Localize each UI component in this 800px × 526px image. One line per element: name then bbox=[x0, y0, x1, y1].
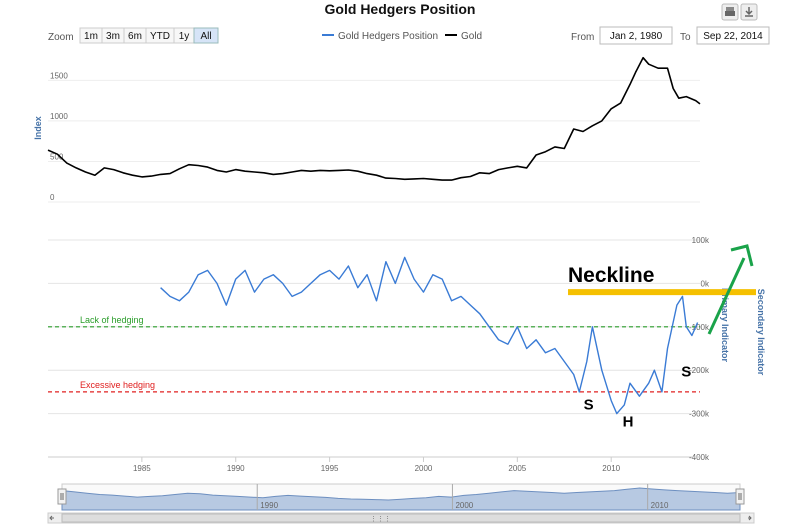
scrollbar[interactable]: ⋮⋮⋮ bbox=[47, 512, 755, 524]
download-icon[interactable] bbox=[740, 3, 758, 21]
legend-label-hedgers: Gold Hedgers Position bbox=[338, 31, 438, 42]
upper-y-tick-label: 0 bbox=[50, 193, 55, 202]
gold-series-line[interactable] bbox=[47, 56, 701, 181]
secondary-axis-title: Secondary Indicator bbox=[756, 289, 766, 376]
to-date-value: Sep 22, 2014 bbox=[703, 31, 763, 42]
legend-item-hedgers[interactable]: Gold Hedgers Position bbox=[322, 31, 438, 42]
zoom-button-label: 6m bbox=[128, 31, 142, 42]
hedgers-series-line[interactable] bbox=[160, 256, 699, 415]
navigator-tick-label: 1990 bbox=[260, 501, 278, 510]
zoom-button-3m[interactable]: 3m bbox=[101, 27, 125, 44]
x-tick-label: 1985 bbox=[133, 464, 151, 473]
upper-y-tick-label: 1000 bbox=[50, 112, 68, 121]
chart-title: Gold Hedgers Position bbox=[325, 1, 476, 17]
zoom-button-1m[interactable]: 1m bbox=[79, 27, 103, 44]
x-tick-label: 2005 bbox=[508, 464, 526, 473]
zoom-button-label: YTD bbox=[150, 31, 170, 42]
primary-axis-title: Index bbox=[33, 116, 43, 140]
from-date-input[interactable]: Jan 2, 1980 bbox=[599, 26, 673, 45]
zoom-button-label: 1y bbox=[179, 31, 190, 42]
print-icon[interactable] bbox=[721, 3, 739, 21]
pattern-label-s: S bbox=[681, 364, 691, 381]
pattern-label-h: H bbox=[623, 414, 634, 431]
plotline-label: Lack of hedging bbox=[80, 315, 144, 325]
lower-y-tick-label: 100k bbox=[692, 236, 710, 245]
pattern-label-s: S bbox=[584, 396, 594, 413]
breakout-arrow-icon bbox=[707, 257, 746, 335]
zoom-button-all[interactable]: All bbox=[193, 27, 219, 44]
x-tick-label: 1995 bbox=[321, 464, 339, 473]
zoom-button-label: All bbox=[200, 31, 211, 42]
scrollbar-grip-icon: ⋮⋮⋮ bbox=[370, 516, 391, 523]
legend-item-gold[interactable]: Gold bbox=[445, 31, 482, 42]
x-tick-label: 1990 bbox=[227, 464, 245, 473]
zoom-button-ytd[interactable]: YTD bbox=[145, 27, 175, 44]
gold-pane: 0 500 1000 1500 bbox=[47, 56, 701, 203]
zoom-button-1y[interactable]: 1y bbox=[173, 27, 195, 44]
navigator-tick-label: 2010 bbox=[651, 501, 669, 510]
plotline-label: Excessive hedging bbox=[80, 380, 155, 390]
legend-label-gold: Gold bbox=[461, 31, 482, 42]
from-label: From bbox=[571, 32, 594, 43]
scrollbar-thumb[interactable] bbox=[61, 513, 741, 523]
from-date-value: Jan 2, 1980 bbox=[610, 31, 663, 42]
breakout-arrow-head-icon bbox=[730, 244, 754, 267]
zoom-button-6m[interactable]: 6m bbox=[123, 27, 147, 44]
annotations: Neckline S H S bbox=[568, 244, 756, 431]
legend: Gold Hedgers Position Gold bbox=[322, 31, 482, 42]
x-tick-label: 2010 bbox=[602, 464, 620, 473]
scroll-left-icon[interactable] bbox=[49, 515, 54, 521]
primary-indicator-title: Primary Indicator bbox=[720, 288, 730, 363]
zoom-button-label: 3m bbox=[106, 31, 120, 42]
zoom-label: Zoom bbox=[48, 32, 74, 43]
zoom-button-label: 1m bbox=[84, 31, 98, 42]
x-tick-label: 2000 bbox=[415, 464, 433, 473]
navigator-tick-label: 2000 bbox=[455, 501, 473, 510]
to-label: To bbox=[680, 32, 691, 43]
upper-y-tick-label: 500 bbox=[50, 152, 64, 161]
navigator-series-area bbox=[61, 487, 741, 511]
lower-y-tick-label: -300k bbox=[689, 410, 710, 419]
scroll-right-icon[interactable] bbox=[748, 515, 752, 521]
lower-y-tick-label: -200k bbox=[689, 366, 710, 375]
to-date-input[interactable]: Sep 22, 2014 bbox=[696, 26, 770, 45]
upper-y-tick-label: 1500 bbox=[50, 71, 68, 80]
neckline-label: Neckline bbox=[568, 264, 654, 287]
navigator-right-handle[interactable] bbox=[735, 488, 745, 505]
lower-y-tick-label: 0k bbox=[701, 279, 710, 288]
zoom-buttons: 1m 3m 6m YTD 1y All bbox=[79, 27, 219, 44]
navigator[interactable]: 1990 2000 2010 bbox=[57, 483, 745, 511]
navigator-left-handle[interactable] bbox=[57, 488, 67, 505]
